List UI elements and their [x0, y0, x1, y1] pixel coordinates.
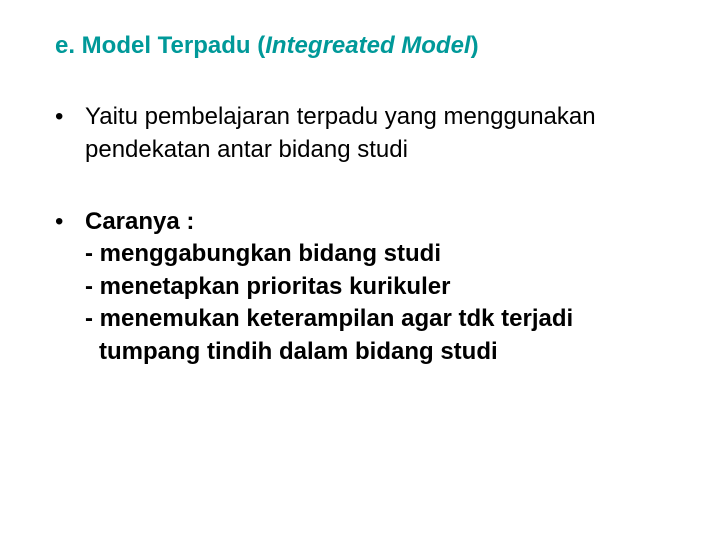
slide-title: e. Model Terpadu (Integreated Model) [55, 30, 680, 61]
item2-sub2: - menetapkan prioritas kurikuler [85, 271, 680, 303]
item1-text: Yaitu pembelajaran terpadu yang mengguna… [85, 103, 596, 162]
bullet-icon: • [55, 206, 63, 238]
slide-body: • Yaitu pembelajaran terpadu yang menggu… [55, 101, 680, 368]
title-prefix: e. Model Terpadu ( [55, 32, 265, 59]
bullet-item-1: • Yaitu pembelajaran terpadu yang menggu… [55, 101, 680, 166]
bullet-item-2: • Caranya : - menggabungkan bidang studi… [55, 206, 680, 368]
item2-sub1: - menggabungkan bidang studi [85, 238, 680, 270]
item2-sub3: - menemukan keterampilan agar tdk terjad… [85, 303, 680, 335]
item2-sub4: tumpang tindih dalam bidang studi [85, 336, 680, 368]
bullet-icon: • [55, 101, 63, 133]
title-suffix: ) [471, 32, 479, 59]
slide: e. Model Terpadu (Integreated Model) • Y… [0, 0, 720, 540]
title-italic: Integreated Model [265, 32, 470, 59]
item2-lead: Caranya : [85, 206, 680, 238]
